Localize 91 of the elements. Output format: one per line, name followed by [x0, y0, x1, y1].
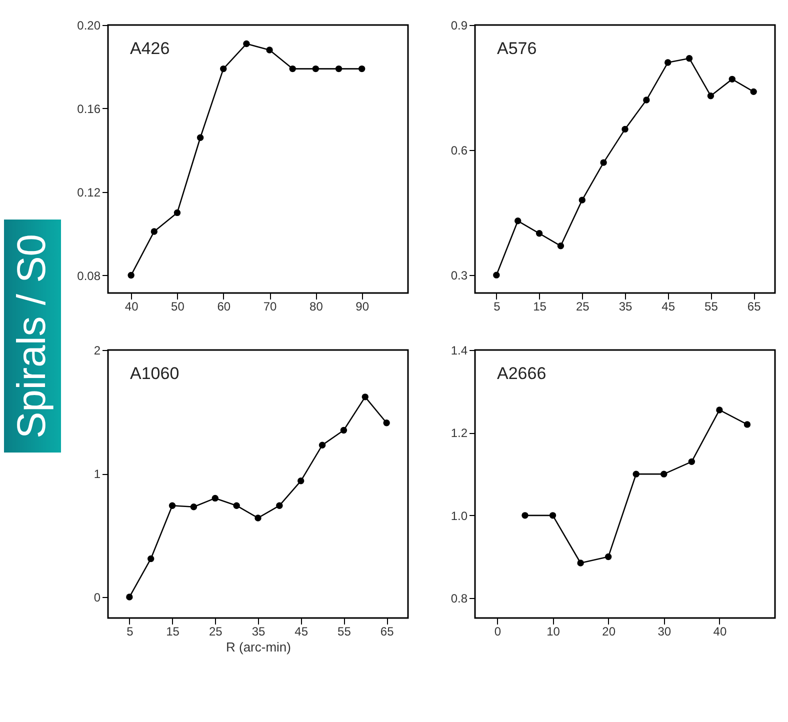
x-tick-label: 55 [704, 300, 718, 314]
point [688, 458, 696, 466]
x-tick-label: 30 [658, 624, 672, 638]
y-tick-label: 0.3 [450, 268, 468, 283]
point [600, 159, 607, 166]
y-tick-label: 0.08 [77, 268, 101, 283]
point [716, 406, 723, 414]
x-tick-label: 55 [338, 624, 352, 638]
y-tick-label: 0.16 [77, 102, 101, 116]
point [289, 65, 296, 72]
point [728, 76, 736, 83]
point [577, 560, 584, 566]
point [383, 420, 390, 426]
x-tick-label: 25 [208, 624, 223, 638]
point [312, 65, 320, 72]
x-tick-label: 35 [618, 300, 632, 314]
text: Spirals / S0 [4, 220, 61, 453]
x-tick-label: 40 [713, 624, 727, 638]
point [196, 134, 204, 141]
point [707, 92, 714, 100]
point [643, 96, 650, 104]
y-tick-label: 1.2 [450, 426, 468, 440]
point [266, 46, 273, 54]
y-tick-label: 1 [94, 467, 101, 481]
x-tick-label: 35 [252, 624, 266, 638]
x-tick-label: 25 [576, 300, 590, 314]
point [750, 88, 757, 96]
point [174, 209, 181, 216]
text: A426 [130, 39, 170, 58]
x-tick-label: 40 [124, 300, 139, 314]
point [578, 196, 586, 204]
point [190, 504, 198, 510]
y-tick-label: 1.0 [450, 508, 468, 523]
point [686, 54, 693, 62]
x-tick-label: 65 [747, 300, 762, 314]
x-tick-label: 45 [662, 300, 676, 314]
point [536, 230, 543, 237]
point [514, 218, 522, 224]
point [220, 65, 227, 72]
x-tick-label: 45 [294, 624, 308, 638]
x-tick-label: 90 [356, 300, 370, 314]
y-tick-label: 0 [94, 590, 101, 605]
point [233, 502, 240, 509]
x-tick-label: 20 [602, 624, 616, 638]
x-tick-label: 0 [494, 624, 502, 638]
text: A2666 [497, 364, 546, 383]
point [128, 272, 134, 279]
point [493, 272, 500, 278]
y-tick-label: 0.12 [77, 185, 101, 200]
x-tick-label: 50 [171, 300, 185, 314]
point [254, 514, 262, 522]
point [318, 442, 326, 448]
x-tick-label: 70 [263, 300, 278, 314]
point [632, 470, 640, 478]
y-tick-label: 0.9 [450, 18, 468, 32]
x-tick-label: 60 [217, 300, 231, 314]
point [212, 494, 218, 502]
x-tick-label: 80 [310, 300, 324, 314]
point [298, 478, 304, 484]
point [522, 512, 528, 519]
x-tick-label: 15 [166, 624, 180, 638]
x-tick-label: 5 [126, 624, 134, 638]
text: A1060 [130, 364, 180, 383]
point [126, 594, 133, 600]
y-tick-label: 2 [94, 344, 101, 358]
x-tick-label: 10 [546, 624, 560, 638]
x-tick-label: 15 [533, 300, 547, 314]
point [557, 242, 564, 250]
point [362, 394, 368, 400]
point [168, 502, 176, 509]
point [358, 65, 366, 72]
x-axis-title: R (arc-min) [226, 640, 291, 654]
point [622, 126, 628, 133]
point [744, 421, 751, 428]
text: A576 [497, 39, 537, 58]
y-tick-label: 1.4 [450, 344, 468, 358]
y-tick-label: 0.20 [77, 18, 101, 32]
point [664, 59, 672, 66]
point [660, 470, 668, 478]
y-tick-label: 0.6 [450, 144, 468, 158]
point [243, 40, 250, 48]
x-tick-label: 5 [494, 300, 501, 314]
point [335, 65, 342, 72]
point [150, 228, 158, 235]
x-tick-label: 65 [380, 624, 394, 638]
point [276, 502, 283, 509]
point [148, 555, 154, 562]
point [549, 512, 556, 519]
point [340, 426, 348, 434]
y-tick-label: 0.8 [450, 592, 468, 606]
point [604, 553, 612, 560]
